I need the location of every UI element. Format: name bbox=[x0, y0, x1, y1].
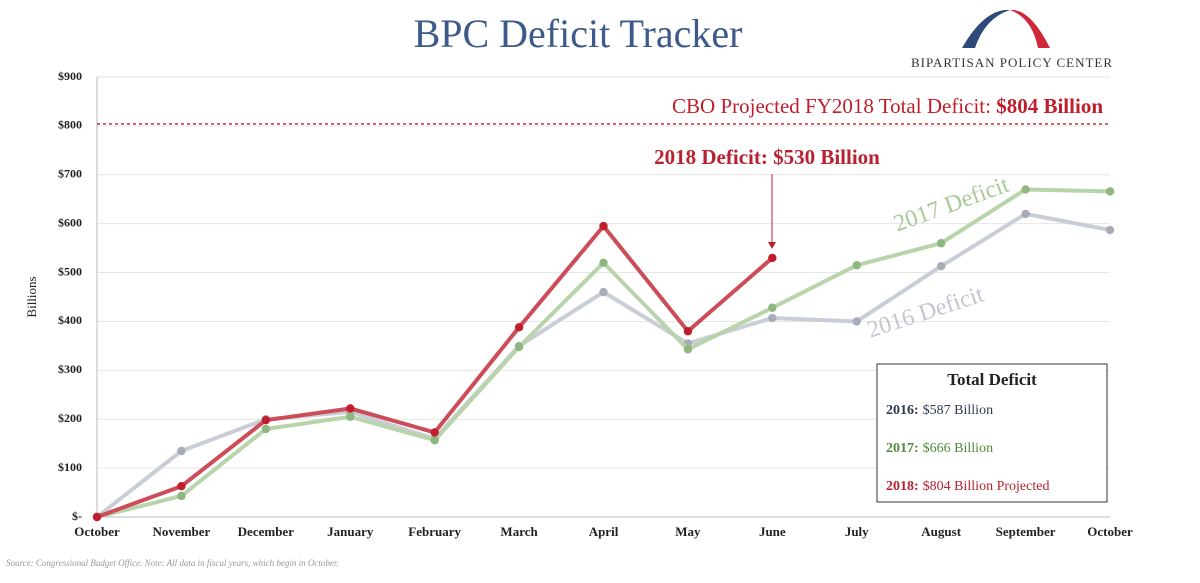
data-point bbox=[1105, 225, 1115, 235]
logo-arc bbox=[962, 9, 1010, 48]
data-point bbox=[430, 436, 439, 445]
x-tick-label: May bbox=[675, 524, 701, 539]
source-note: Source: Congressional Budget Office. Not… bbox=[6, 558, 339, 568]
y-tick-label: $200 bbox=[58, 411, 82, 425]
annotation: 2018 Deficit: $530 Billion bbox=[654, 145, 880, 169]
data-point bbox=[683, 327, 693, 336]
logo-text: BIPARTISAN POLICY CENTER bbox=[911, 55, 1113, 70]
x-tick-label: December bbox=[238, 524, 295, 539]
entry-amount: $587 Billion bbox=[923, 403, 993, 418]
data-point bbox=[1021, 209, 1030, 219]
data-point bbox=[514, 342, 524, 352]
series-line bbox=[96, 224, 774, 519]
chart-title: BPC Deficit Tracker bbox=[414, 11, 743, 56]
reference-label-value: $804 Billion bbox=[996, 94, 1103, 118]
data-point bbox=[852, 261, 861, 270]
total-box-title: Total Deficit bbox=[947, 370, 1037, 389]
entry-amount: $804 Billion Projected bbox=[923, 479, 1050, 494]
total-box-entry: 2016: $587 Billion bbox=[886, 403, 993, 418]
reference-label-text: CBO Projected FY2018 Total Deficit: bbox=[672, 94, 996, 118]
y-tick-label: $600 bbox=[58, 215, 82, 229]
data-point bbox=[261, 424, 271, 434]
total-box-entry: 2018: $804 Billion Projected bbox=[886, 479, 1049, 494]
data-point bbox=[430, 428, 439, 437]
series-label: 2017 Deficit bbox=[890, 172, 1013, 238]
entry-year: 2017: bbox=[886, 441, 919, 456]
series-label: 2016 Deficit bbox=[864, 281, 987, 343]
entry-amount: $666 Billion bbox=[923, 441, 993, 456]
data-point bbox=[346, 412, 355, 421]
data-point bbox=[768, 253, 777, 263]
x-tick-label: September bbox=[996, 524, 1056, 539]
y-tick-label: $300 bbox=[58, 362, 82, 376]
x-tick-label: October bbox=[74, 524, 120, 539]
annotation-arrowhead bbox=[768, 242, 776, 249]
data-point bbox=[936, 262, 946, 271]
data-point bbox=[936, 239, 946, 248]
x-tick-label: June bbox=[759, 524, 786, 539]
data-point bbox=[177, 491, 186, 501]
y-tick-label: $500 bbox=[58, 264, 82, 278]
data-point bbox=[768, 303, 777, 312]
data-point bbox=[1021, 185, 1030, 194]
reference-label: CBO Projected FY2018 Total Deficit: $804… bbox=[672, 94, 1103, 118]
data-point bbox=[1105, 187, 1115, 196]
data-point bbox=[683, 345, 693, 354]
data-point bbox=[92, 512, 102, 522]
data-point bbox=[514, 323, 524, 332]
y-tick-label: $100 bbox=[58, 460, 82, 474]
data-point bbox=[852, 317, 861, 326]
y-tick-label: $400 bbox=[58, 313, 82, 327]
data-point bbox=[768, 313, 777, 323]
data-point bbox=[177, 446, 186, 456]
total-box bbox=[876, 363, 1108, 503]
x-tick-label: April bbox=[589, 524, 619, 539]
x-tick-label: August bbox=[921, 524, 961, 539]
x-tick-label: February bbox=[408, 524, 461, 539]
y-tick-label: $700 bbox=[58, 167, 82, 181]
x-tick-label: January bbox=[327, 524, 374, 539]
y-tick-label: $- bbox=[72, 509, 82, 523]
y-axis-label: Billions bbox=[24, 276, 39, 317]
y-tick-label: $800 bbox=[58, 118, 82, 132]
data-point bbox=[177, 482, 186, 491]
x-tick-label: October bbox=[1087, 524, 1133, 539]
x-tick-label: March bbox=[500, 524, 538, 539]
data-point bbox=[599, 287, 608, 297]
data-point bbox=[599, 258, 608, 267]
data-point bbox=[599, 221, 608, 231]
x-tick-label: July bbox=[845, 524, 869, 539]
entry-year: 2016: bbox=[886, 403, 919, 418]
logo bbox=[962, 9, 1050, 48]
logo-arc bbox=[1010, 9, 1050, 48]
data-point bbox=[261, 416, 271, 425]
entry-year: 2018: bbox=[886, 479, 919, 494]
data-point bbox=[346, 404, 355, 413]
total-box-entry: 2017: $666 Billion bbox=[886, 441, 993, 456]
y-tick-label: $900 bbox=[58, 69, 82, 83]
x-tick-label: November bbox=[153, 524, 211, 539]
